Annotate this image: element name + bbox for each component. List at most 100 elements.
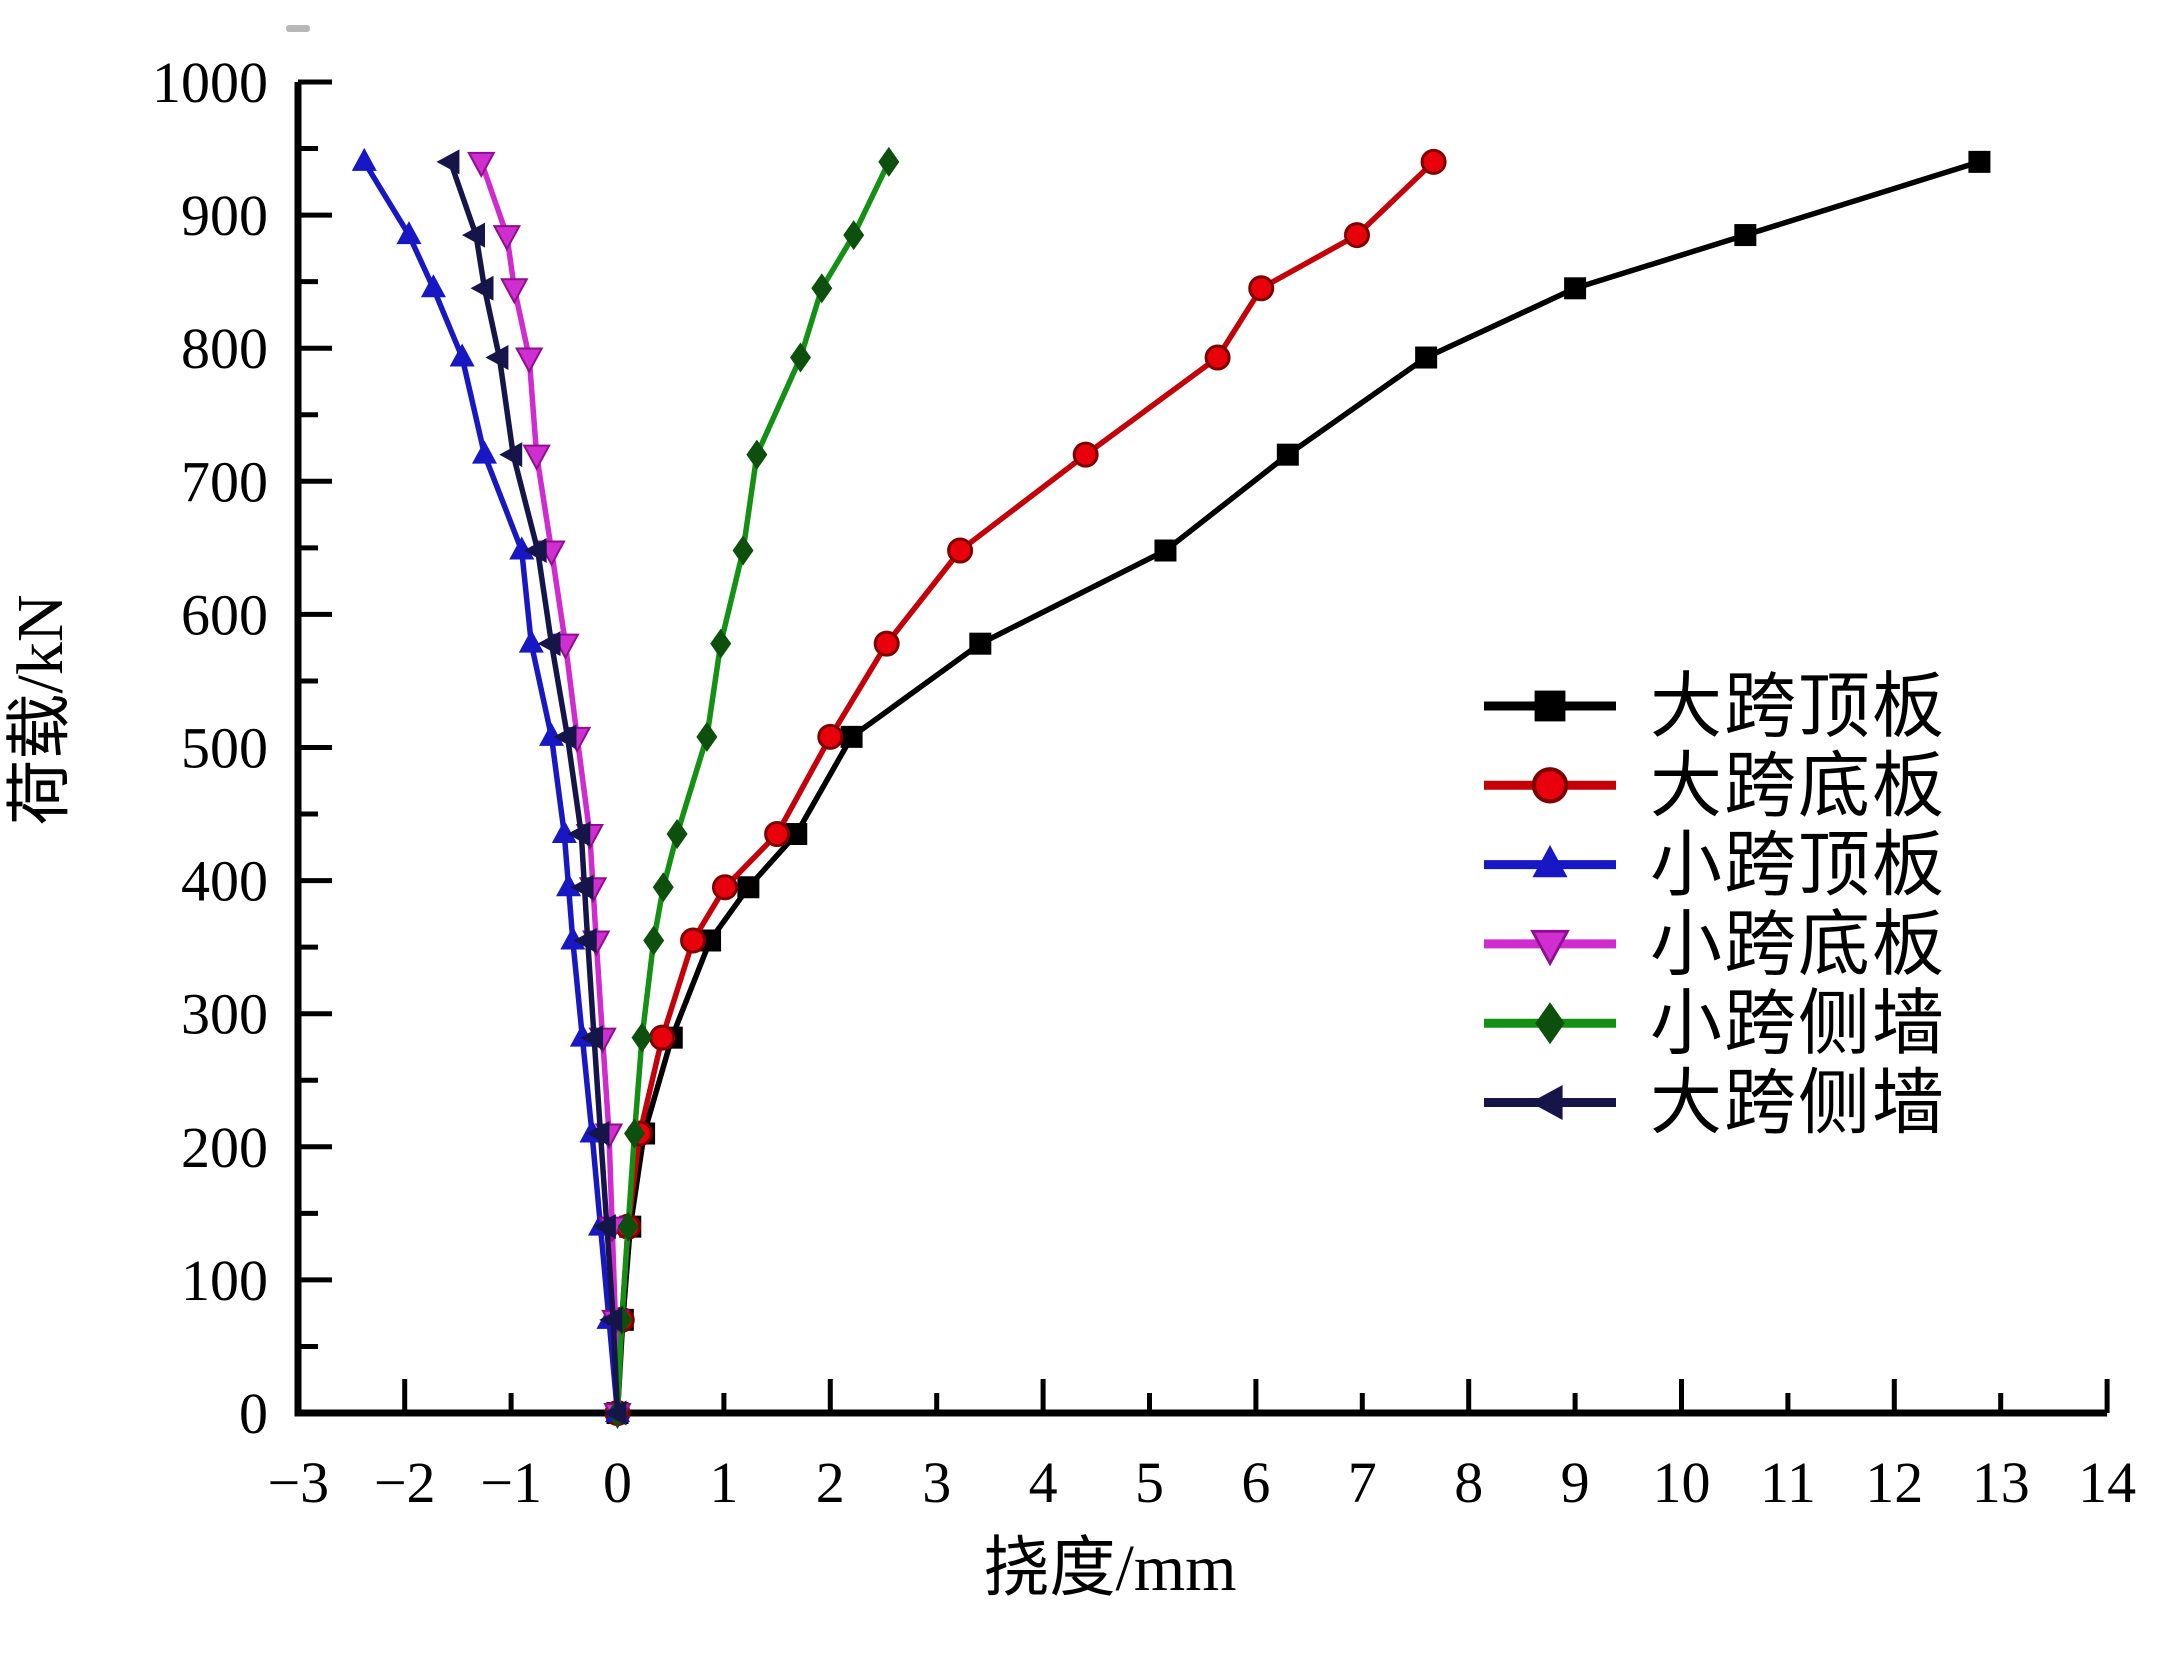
data-point-marker bbox=[515, 347, 544, 374]
x-tick-label: 3 bbox=[922, 1450, 951, 1515]
data-point-marker bbox=[537, 631, 561, 657]
x-tick-label: 2 bbox=[816, 1450, 845, 1515]
legend-label: 大跨侧墙 bbox=[1650, 1064, 1946, 1144]
triangle-up-marker-icon bbox=[1532, 845, 1568, 878]
legend-item-large-span-roof-slab: 大跨顶板 bbox=[1484, 667, 1946, 747]
legend-item-large-span-side-wall: 大跨侧墙 bbox=[1484, 1064, 1946, 1144]
data-point-marker bbox=[570, 874, 594, 900]
data-point-marker bbox=[737, 876, 760, 899]
data-point-marker bbox=[470, 275, 494, 301]
data-point-marker bbox=[500, 278, 529, 305]
legend-label: 小跨侧墙 bbox=[1650, 984, 1946, 1064]
diamond-marker-icon bbox=[1535, 1002, 1565, 1045]
data-point-marker bbox=[1968, 150, 1991, 173]
x-tick-label: 13 bbox=[1972, 1450, 2030, 1515]
x-tick-label: −1 bbox=[480, 1450, 542, 1515]
data-point-marker bbox=[1072, 441, 1099, 468]
legend-label: 大跨顶板 bbox=[1650, 667, 1946, 747]
series-line-small-span-side-wall bbox=[614, 160, 892, 1414]
data-point-marker bbox=[539, 722, 565, 746]
data-point-marker bbox=[1415, 346, 1438, 369]
y-tick-label: 0 bbox=[239, 1381, 268, 1446]
series-small-span-roof-slab bbox=[351, 147, 630, 1422]
data-point-marker bbox=[472, 440, 497, 464]
data-point-marker bbox=[592, 1214, 616, 1240]
data-point-marker bbox=[396, 221, 422, 245]
legend-item-large-span-floor-slab: 大跨底板 bbox=[1484, 746, 1946, 826]
circle-marker-icon bbox=[1531, 767, 1569, 804]
x-tick-label: 11 bbox=[1760, 1450, 1816, 1515]
data-point-marker bbox=[1564, 277, 1587, 300]
data-point-marker bbox=[817, 723, 844, 750]
data-point-marker bbox=[631, 1022, 653, 1053]
x-tick-label: 14 bbox=[2078, 1450, 2136, 1515]
data-point-marker bbox=[790, 342, 812, 373]
data-point-marker bbox=[523, 538, 547, 564]
square-marker-icon bbox=[1534, 690, 1566, 722]
y-tick-label: 300 bbox=[181, 982, 268, 1047]
data-point-marker bbox=[624, 1118, 646, 1149]
series-large-span-side-wall bbox=[436, 149, 627, 1426]
data-point-marker bbox=[509, 536, 535, 560]
x-tick-label: 4 bbox=[1029, 1450, 1058, 1515]
x-tick-label: 7 bbox=[1348, 1450, 1377, 1515]
data-point-marker bbox=[599, 1307, 623, 1333]
data-point-marker bbox=[1154, 539, 1177, 562]
data-point-marker bbox=[811, 273, 833, 304]
legend-item-small-span-roof-slab: 小跨顶板 bbox=[1484, 826, 1946, 906]
data-point-marker bbox=[492, 225, 522, 252]
x-axis-title: 挠度/mm bbox=[983, 1532, 1236, 1605]
y-tick-label: 900 bbox=[181, 183, 268, 248]
x-tick-label: 6 bbox=[1241, 1450, 1270, 1515]
x-tick-label: 10 bbox=[1653, 1450, 1711, 1515]
y-tick-label: 100 bbox=[181, 1248, 268, 1313]
data-point-marker bbox=[556, 873, 582, 897]
y-tick-label: 1000 bbox=[152, 50, 268, 115]
data-point-marker bbox=[522, 444, 551, 471]
data-point-marker bbox=[553, 724, 577, 750]
legend-label: 大跨底板 bbox=[1650, 746, 1946, 826]
y-tick-label: 500 bbox=[181, 716, 268, 781]
y-tick-label: 600 bbox=[181, 582, 268, 647]
data-point-marker bbox=[1276, 443, 1299, 466]
data-point-marker bbox=[696, 721, 718, 752]
data-point-marker bbox=[586, 1120, 610, 1146]
x-tick-label: −2 bbox=[374, 1450, 436, 1515]
data-point-marker bbox=[420, 274, 446, 298]
x-tick-label: 0 bbox=[603, 1450, 632, 1515]
y-axis-title: 荷载/kN bbox=[4, 595, 77, 826]
data-point-marker bbox=[603, 1400, 627, 1426]
series-small-span-floor-slab bbox=[467, 151, 632, 1430]
data-point-marker bbox=[580, 1025, 604, 1051]
series-line-small-span-floor-slab bbox=[478, 160, 621, 1414]
y-tick-label: 400 bbox=[181, 849, 268, 914]
legend-label: 小跨顶板 bbox=[1650, 826, 1946, 906]
triangle-left-marker-icon bbox=[1530, 1085, 1563, 1120]
scan-artifact bbox=[286, 25, 310, 32]
legend-item-small-span-side-wall: 小跨侧墙 bbox=[1484, 984, 1946, 1064]
data-series bbox=[351, 146, 1991, 1430]
data-point-marker bbox=[840, 725, 863, 748]
data-point-marker bbox=[617, 1211, 639, 1242]
x-tick-label: −3 bbox=[267, 1450, 329, 1515]
data-point-marker bbox=[518, 629, 544, 653]
legend-item-small-span-floor-slab: 小跨底板 bbox=[1484, 905, 1944, 985]
data-point-marker bbox=[1248, 275, 1275, 302]
data-point-marker bbox=[666, 819, 688, 850]
data-point-marker bbox=[764, 821, 791, 848]
x-tick-label: 12 bbox=[1865, 1450, 1923, 1515]
series-line-large-span-side-wall bbox=[447, 160, 621, 1414]
y-tick-label: 200 bbox=[181, 1115, 268, 1180]
data-point-marker bbox=[785, 823, 808, 846]
data-point-marker bbox=[560, 926, 586, 950]
data-point-marker bbox=[551, 820, 577, 844]
data-point-marker bbox=[499, 442, 523, 468]
x-tick-label: 1 bbox=[709, 1450, 738, 1515]
data-point-marker bbox=[732, 535, 754, 566]
data-point-marker bbox=[652, 872, 674, 903]
data-point-marker bbox=[711, 874, 738, 901]
data-point-marker bbox=[351, 147, 377, 171]
data-point-marker bbox=[1204, 344, 1231, 371]
data-point-marker bbox=[436, 149, 460, 175]
